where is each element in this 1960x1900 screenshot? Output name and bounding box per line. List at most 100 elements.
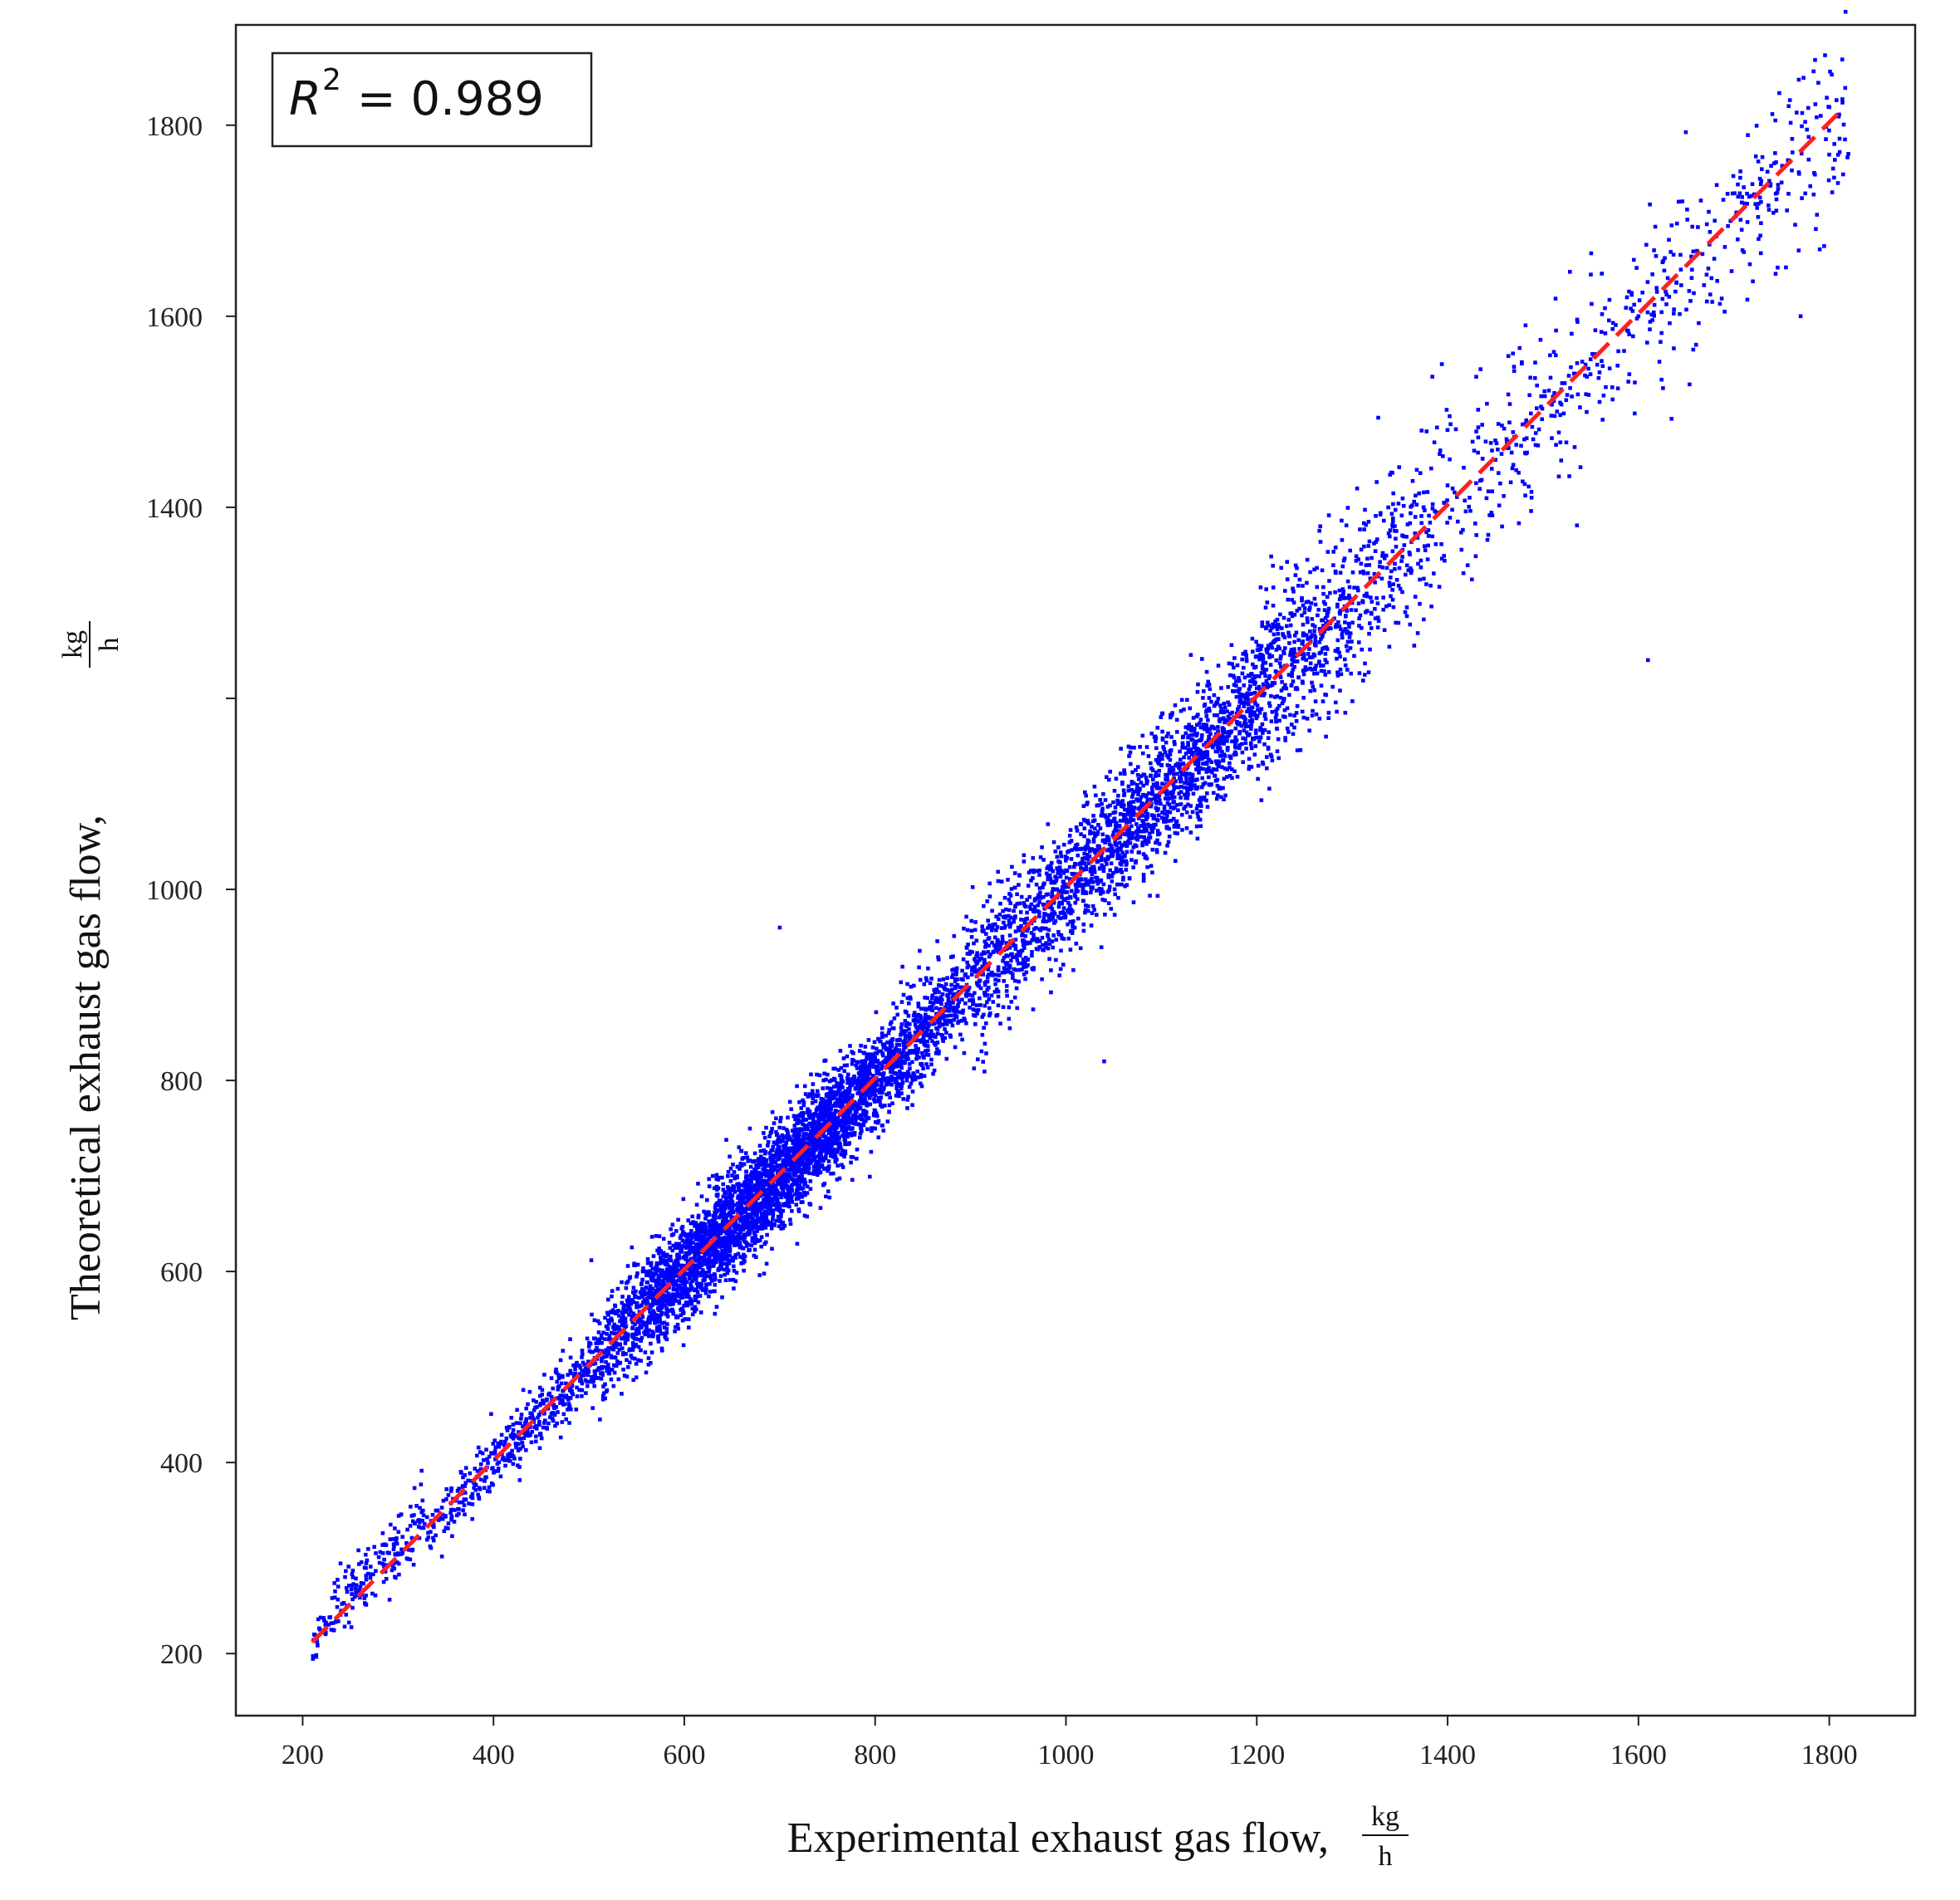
data-point	[1048, 877, 1053, 881]
data-point	[438, 1516, 442, 1520]
data-point	[344, 1613, 348, 1617]
data-point	[908, 1038, 912, 1042]
data-point	[792, 1124, 797, 1128]
data-point	[1283, 738, 1287, 742]
data-point	[330, 1596, 335, 1600]
data-point	[1095, 881, 1100, 886]
data-point	[917, 965, 921, 970]
data-point	[860, 1084, 865, 1089]
data-point	[1747, 194, 1752, 199]
data-point	[314, 1653, 319, 1658]
data-point	[1228, 673, 1232, 678]
data-point	[391, 1537, 396, 1541]
data-point	[1000, 941, 1004, 945]
data-point	[696, 1215, 701, 1220]
data-point	[441, 1498, 446, 1503]
data-point	[1536, 427, 1541, 432]
data-point	[937, 983, 941, 987]
data-point	[872, 1112, 876, 1116]
data-point	[858, 1068, 863, 1072]
data-point	[550, 1416, 555, 1421]
data-point	[1575, 317, 1580, 322]
data-point	[834, 1109, 838, 1113]
data-point	[843, 1139, 848, 1143]
data-point	[669, 1254, 673, 1259]
data-point	[521, 1424, 525, 1428]
data-point	[1061, 962, 1066, 967]
data-point	[649, 1261, 654, 1266]
data-point	[946, 995, 951, 1000]
data-point	[926, 1044, 930, 1048]
data-point	[1144, 745, 1149, 749]
data-point	[1168, 796, 1173, 801]
data-point	[380, 1531, 385, 1535]
data-point	[1115, 869, 1120, 874]
data-point	[908, 1074, 912, 1079]
data-point	[1355, 585, 1360, 590]
data-point	[1578, 465, 1583, 469]
data-point	[647, 1328, 652, 1333]
data-point	[788, 1172, 792, 1176]
data-point	[1640, 291, 1644, 295]
data-point	[444, 1497, 448, 1501]
data-point	[1090, 880, 1095, 884]
data-point	[848, 1044, 852, 1048]
data-point	[358, 1595, 362, 1600]
data-point	[1247, 687, 1252, 692]
data-point	[702, 1234, 706, 1239]
data-point	[930, 993, 934, 998]
data-point	[1750, 182, 1755, 186]
data-point	[1061, 882, 1066, 887]
data-point	[1130, 795, 1134, 799]
data-point	[786, 1200, 791, 1205]
data-point	[1135, 833, 1139, 838]
data-point	[1240, 750, 1245, 755]
data-point	[321, 1616, 326, 1620]
data-point	[1317, 528, 1321, 533]
data-point	[701, 1288, 705, 1292]
data-point	[1317, 640, 1321, 644]
data-point	[1262, 713, 1267, 718]
data-point	[860, 1101, 865, 1106]
data-point	[1080, 846, 1085, 851]
data-point	[636, 1344, 641, 1349]
data-point	[548, 1415, 552, 1419]
data-point	[648, 1284, 653, 1289]
data-point	[1228, 712, 1232, 716]
data-point	[380, 1551, 385, 1555]
data-point	[1041, 927, 1045, 931]
data-point	[1414, 493, 1418, 498]
data-point	[1068, 919, 1073, 924]
data-point	[696, 1285, 700, 1289]
data-point	[561, 1374, 565, 1379]
data-point	[1540, 417, 1544, 422]
data-point	[907, 1027, 911, 1031]
data-point	[478, 1450, 483, 1454]
data-point	[623, 1341, 628, 1345]
data-point	[480, 1451, 485, 1456]
data-point	[779, 1227, 783, 1231]
data-point	[823, 1142, 828, 1146]
data-point	[556, 1376, 561, 1381]
data-point	[1313, 639, 1318, 644]
data-point	[1049, 867, 1054, 871]
data-point	[910, 1075, 914, 1080]
data-point	[492, 1449, 497, 1453]
data-point	[1739, 228, 1744, 232]
data-point	[1227, 766, 1232, 770]
data-point	[439, 1555, 444, 1559]
data-point	[414, 1504, 419, 1508]
data-point	[1805, 127, 1809, 132]
data-point	[816, 1089, 820, 1094]
data-point	[1011, 976, 1015, 980]
data-point	[887, 1091, 891, 1095]
data-point	[1154, 799, 1158, 804]
data-point	[917, 1020, 921, 1024]
data-point	[1421, 490, 1426, 495]
data-point	[1198, 721, 1202, 726]
data-point	[1546, 389, 1551, 393]
data-point	[1046, 946, 1051, 951]
data-point	[336, 1619, 341, 1623]
data-point	[855, 1081, 860, 1085]
data-point	[1786, 104, 1791, 109]
